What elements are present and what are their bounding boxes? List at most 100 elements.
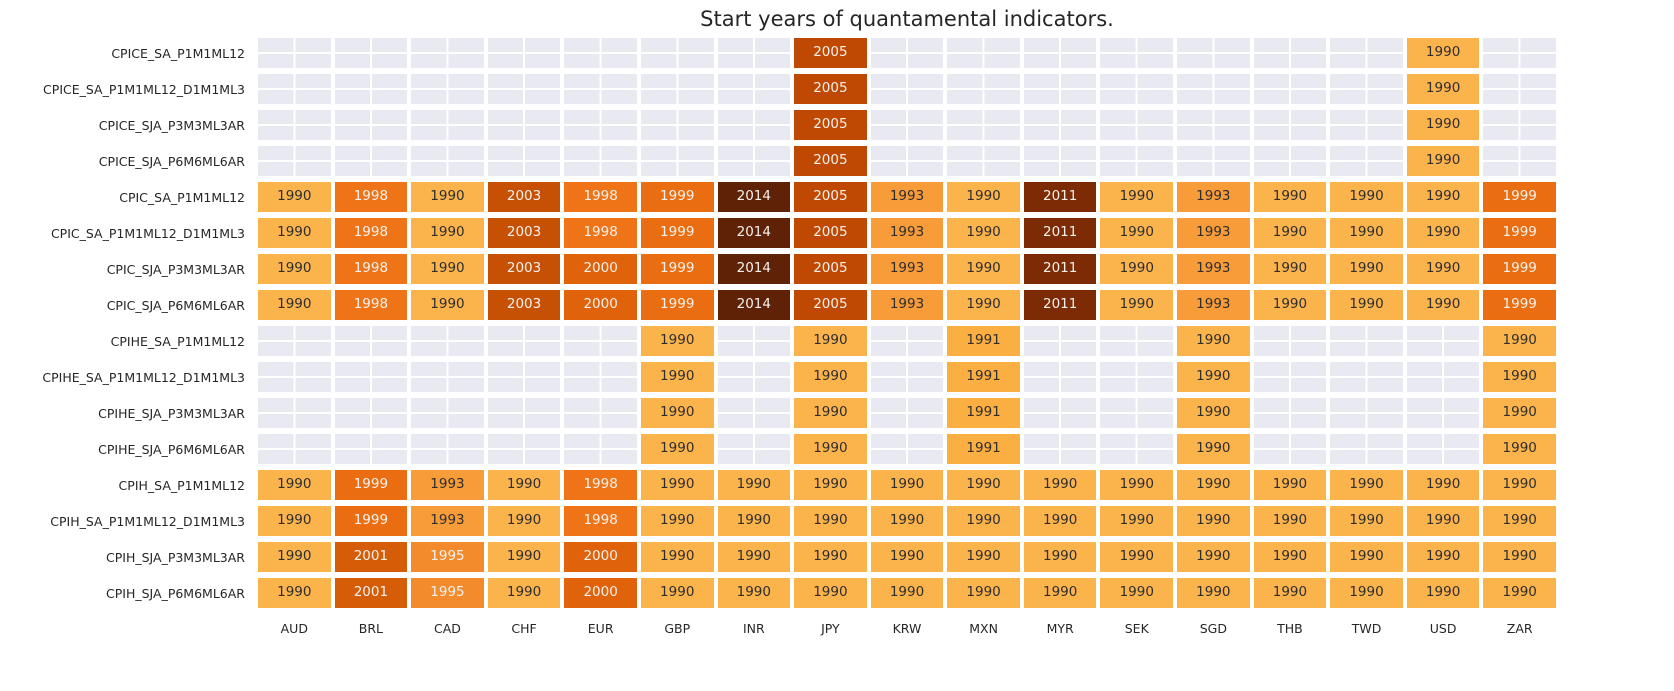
heatmap-cell: 1990: [1098, 287, 1176, 323]
heatmap-cell: [1251, 359, 1329, 395]
heatmap-cell: [332, 431, 410, 467]
heatmap-cell: [1404, 395, 1482, 431]
heatmap-cell: 1998: [332, 251, 410, 287]
heatmap-cell: [1175, 107, 1252, 143]
heatmap-cell: 1990: [1481, 395, 1558, 431]
heatmap-cell: 1990: [1404, 143, 1482, 179]
heatmap-cell: 1990: [638, 467, 716, 503]
heatmap-cell: 1990: [256, 539, 333, 575]
heatmap-cell: [562, 107, 639, 143]
heatmap-cell: 1990: [868, 467, 946, 503]
heatmap-cell: 1991: [945, 359, 1022, 395]
heatmap-cell: [1481, 71, 1558, 107]
heatmap-cell: 1999: [638, 287, 716, 323]
heatmap-cell: [485, 143, 563, 179]
heatmap-cell: 1993: [868, 251, 946, 287]
row-label: CPIHE_SJA_P3M3ML3AR: [98, 405, 245, 421]
heatmap-cell: 1993: [1175, 179, 1252, 215]
row-label: CPICE_SA_P1M1ML12: [111, 45, 245, 61]
heatmap-cell: 1990: [1404, 503, 1482, 539]
heatmap-cell: 2003: [485, 287, 563, 323]
heatmap-cell: 1990: [868, 503, 946, 539]
chart-title: Start years of quantamental indicators.: [700, 7, 1114, 31]
heatmap-cell: [1251, 35, 1329, 71]
heatmap-cell: 1990: [945, 215, 1022, 251]
heatmap-cell: 1990: [1328, 287, 1405, 323]
heatmap-cell: 1990: [1404, 287, 1482, 323]
heatmap-cell: 1990: [792, 575, 869, 611]
heatmap-cell: [715, 143, 793, 179]
heatmap-cell: 1990: [1481, 359, 1558, 395]
heatmap-cell: 1990: [638, 575, 716, 611]
heatmap-cell: 1990: [1021, 467, 1099, 503]
heatmap-cell: 1990: [638, 431, 716, 467]
heatmap-cell: 1990: [1098, 251, 1176, 287]
heatmap-cell: 2000: [562, 251, 639, 287]
heatmap-cell: [256, 71, 333, 107]
heatmap-cell: [485, 431, 563, 467]
heatmap-cell: [332, 35, 410, 71]
heatmap-cell: [1404, 431, 1482, 467]
heatmap-cell: 1990: [1404, 467, 1482, 503]
heatmap-cell: [1175, 71, 1252, 107]
heatmap-cell: [562, 143, 639, 179]
heatmap-cell: 1990: [1251, 467, 1329, 503]
heatmap-cell: [1021, 143, 1099, 179]
heatmap-cell: [1251, 323, 1329, 359]
heatmap-cell: [1328, 323, 1405, 359]
heatmap-cell: [715, 323, 793, 359]
heatmap-cell: 1990: [1328, 215, 1405, 251]
heatmap-cell: 1990: [1175, 503, 1252, 539]
heatmap-cell: 1990: [1481, 431, 1558, 467]
row-label: CPIC_SA_P1M1ML12: [119, 189, 245, 205]
heatmap-cell: [1251, 107, 1329, 143]
heatmap-cell: 1998: [562, 467, 639, 503]
heatmap-cell: 1990: [715, 467, 793, 503]
heatmap-cell: 1998: [562, 503, 639, 539]
heatmap-cell: [332, 143, 410, 179]
col-label: CHF: [511, 621, 537, 636]
heatmap-cell: 1990: [1098, 467, 1176, 503]
heatmap-cell: 2014: [715, 179, 793, 215]
heatmap-cell: 1990: [945, 179, 1022, 215]
heatmap-cell: 1990: [945, 575, 1022, 611]
row-label: CPIHE_SA_P1M1ML12: [110, 333, 245, 349]
heatmap-cell: 1990: [1175, 575, 1252, 611]
heatmap-cell: 2005: [792, 179, 869, 215]
row-label: CPIH_SJA_P3M3ML3AR: [106, 549, 245, 565]
heatmap-cell: 1998: [332, 215, 410, 251]
heatmap-cell: [409, 323, 486, 359]
heatmap-cell: [715, 35, 793, 71]
heatmap-cell: [562, 359, 639, 395]
heatmap-cell: [1175, 35, 1252, 71]
heatmap-cell: 1990: [1328, 503, 1405, 539]
heatmap-cell: 1990: [256, 467, 333, 503]
heatmap-cell: 1990: [792, 395, 869, 431]
heatmap-cell: [1251, 431, 1329, 467]
heatmap-cell: [1328, 143, 1405, 179]
heatmap-cell: 1990: [1404, 251, 1482, 287]
heatmap-cell: 2000: [562, 575, 639, 611]
heatmap-cell: 1999: [638, 251, 716, 287]
heatmap-cell: 1990: [1328, 251, 1405, 287]
heatmap-cell: 1990: [1251, 179, 1329, 215]
heatmap-cell: 1990: [1021, 503, 1099, 539]
heatmap-cell: 1990: [256, 215, 333, 251]
heatmap-cell: 1990: [638, 395, 716, 431]
heatmap-cell: 1990: [409, 215, 486, 251]
heatmap-cell: 1990: [1251, 575, 1329, 611]
heatmap-cell: [868, 359, 946, 395]
heatmap-cell: 2000: [562, 287, 639, 323]
col-label: ZAR: [1506, 621, 1533, 636]
heatmap-cell: 1990: [256, 287, 333, 323]
heatmap-cell: 1990: [1481, 575, 1558, 611]
heatmap-cell: [332, 395, 410, 431]
col-label: EUR: [587, 621, 614, 636]
heatmap-cell: [485, 359, 563, 395]
heatmap-cell: [868, 35, 946, 71]
heatmap-cell: 1990: [945, 503, 1022, 539]
heatmap-cell: 2014: [715, 287, 793, 323]
heatmap-cell: [1481, 107, 1558, 143]
row-label: CPICE_SJA_P3M3ML3AR: [98, 117, 245, 133]
